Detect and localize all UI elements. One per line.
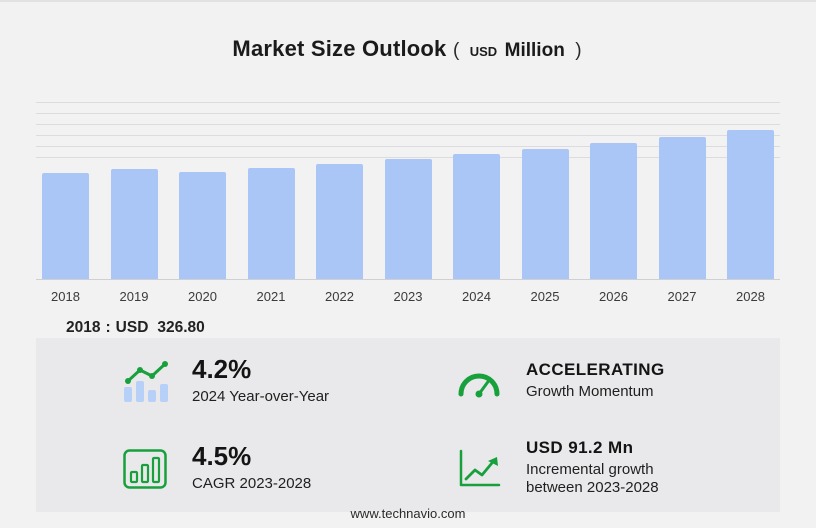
stat-incremental-label: Incremental growth between 2023-2028 bbox=[526, 460, 659, 497]
bar-2024 bbox=[453, 154, 500, 279]
bar-2026 bbox=[590, 143, 637, 279]
x-label-2018: 2018 bbox=[51, 289, 80, 304]
annotation-separator: : bbox=[105, 319, 111, 336]
stats-panel: 4.2% 2024 Year-over-Year ACCELERATING Gr… bbox=[36, 338, 780, 512]
bar-2022 bbox=[316, 163, 363, 279]
stat-incremental-value: USD 91.2 Mn bbox=[526, 437, 634, 457]
chart-plot bbox=[36, 102, 780, 280]
bar-chart-board-icon bbox=[118, 448, 172, 490]
growth-arrow-chart-icon bbox=[452, 448, 506, 490]
title-text: Market Size Outlook bbox=[232, 36, 447, 61]
title-unit-word: Million bbox=[504, 40, 565, 61]
x-label-2024: 2024 bbox=[462, 289, 491, 304]
title-close-paren: ) bbox=[575, 40, 582, 61]
x-label-2019: 2019 bbox=[119, 289, 149, 304]
bar-2021 bbox=[247, 167, 295, 279]
x-label-2025: 2025 bbox=[530, 289, 560, 304]
speedometer-gauge-icon bbox=[452, 364, 506, 400]
bar-2027 bbox=[658, 137, 706, 279]
stat-cagr-label: CAGR 2023-2028 bbox=[192, 474, 312, 492]
trend-line-chart-icon bbox=[118, 359, 172, 405]
page-title: Market Size Outlook ( USD Million ) bbox=[0, 36, 816, 62]
market-size-chart: 2018 2019 2020 2021 2022 2023 2024 2025 2026 2027… bbox=[36, 102, 780, 337]
x-label-2026: 2026 bbox=[599, 289, 628, 304]
stat-cagr: 4.5% CAGR 2023-2028 bbox=[36, 425, 408, 512]
stat-yoy-value: 4.2% bbox=[192, 354, 252, 385]
x-label-2022: 2022 bbox=[325, 289, 354, 304]
stat-cagr-value: 4.5% bbox=[192, 441, 252, 472]
x-label-2027: 2027 bbox=[667, 289, 697, 304]
bar-2018 bbox=[42, 173, 89, 279]
footer-url: www.technavio.com bbox=[350, 506, 466, 521]
bar-2019 bbox=[110, 168, 158, 279]
stat-momentum-label: Growth Momentum bbox=[526, 383, 654, 401]
stat-yoy-label: 2024 Year-over-Year bbox=[192, 387, 330, 405]
x-label-2028: 2028 bbox=[736, 289, 765, 304]
title-unit-currency: USD bbox=[469, 44, 498, 59]
stat-momentum-text: ACCELERATING Growth Momentum bbox=[526, 361, 665, 402]
stat-incremental-growth: USD 91.2 Mn Incremental growth between 2… bbox=[408, 425, 780, 512]
bar-2020 bbox=[179, 172, 226, 279]
annotation-value: 326.80 bbox=[157, 319, 205, 336]
stat-yoy-growth: 4.2% 2024 Year-over-Year bbox=[36, 338, 408, 425]
x-label-2020: 2020 bbox=[188, 289, 217, 304]
x-label-2023: 2023 bbox=[393, 289, 423, 304]
x-label-2021: 2021 bbox=[256, 289, 286, 304]
stat-cagr-text: 4.5% CAGR 2023-2028 bbox=[192, 443, 311, 493]
stat-momentum-value: ACCELERATING bbox=[526, 360, 665, 380]
chart-x-labels: 2018 2019 2020 2021 2022 2023 2024 2025 2026 2027… bbox=[36, 289, 780, 304]
title-open-paren: ( bbox=[452, 40, 460, 61]
stat-yoy-text: 4.2% 2024 Year-over-Year bbox=[192, 356, 329, 406]
bar-2025 bbox=[521, 149, 569, 279]
annotation-year: 2018 bbox=[66, 319, 101, 336]
bar-2023 bbox=[384, 159, 432, 279]
chart-annotation-2018: 2018: USD 326.80 bbox=[66, 319, 780, 337]
bar-2028 bbox=[727, 129, 774, 279]
annotation-currency: USD bbox=[115, 319, 149, 336]
stat-incremental-text: USD 91.2 Mn Incremental growth between 2… bbox=[526, 437, 688, 498]
stat-growth-momentum: ACCELERATING Growth Momentum bbox=[408, 338, 780, 425]
